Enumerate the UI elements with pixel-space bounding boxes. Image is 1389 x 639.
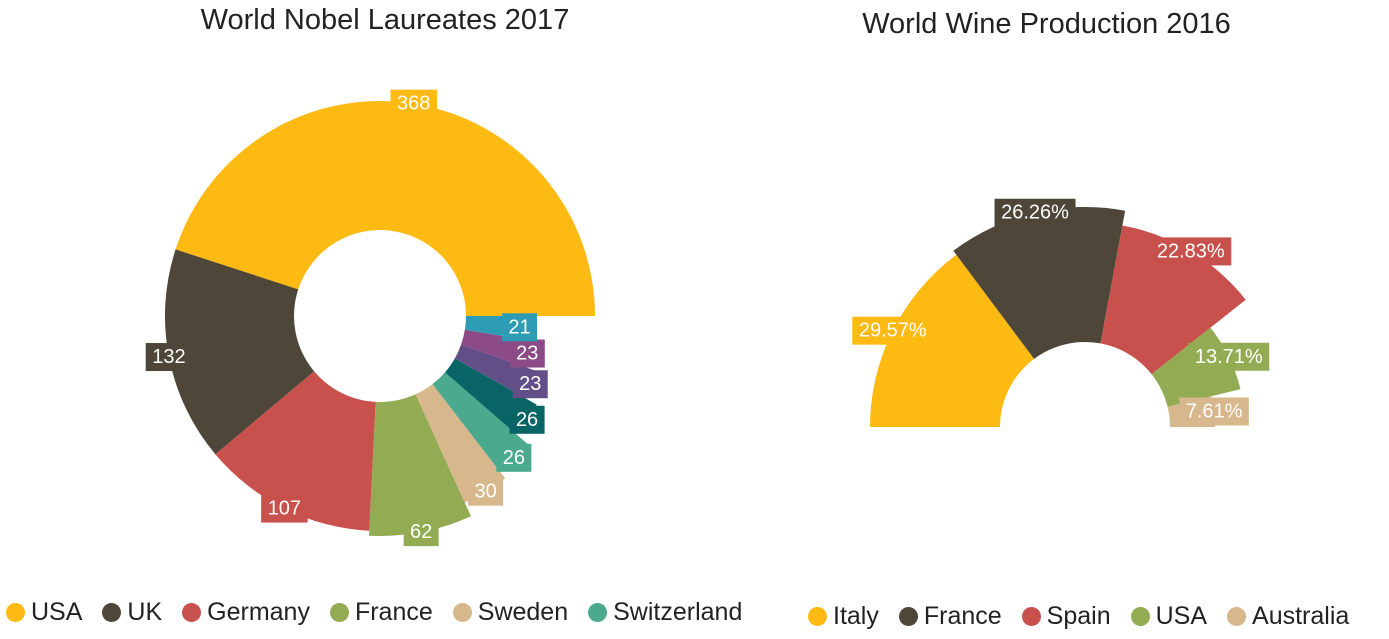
svg-text:26: 26 (503, 447, 525, 469)
data-label-usa: 13.71% (1188, 342, 1270, 371)
legend-item-germany[interactable]: Germany (182, 598, 310, 627)
legend-item-australia[interactable]: Australia (1227, 602, 1349, 631)
data-label-germany: 107 (261, 494, 308, 523)
data-label-netherlands: 23 (509, 339, 545, 368)
chart-title: World Nobel Laureates 2017 (200, 4, 570, 36)
legend-item-france[interactable]: France (898, 602, 1002, 631)
legend-label: UK (127, 598, 163, 626)
data-label-italy: 21 (502, 313, 538, 342)
legend-swatch (102, 603, 122, 622)
data-label-italy: 29.57% (852, 316, 934, 345)
legend-item-uk[interactable]: UK (102, 598, 162, 627)
legend-label: Spain (1046, 602, 1111, 630)
svg-text:107: 107 (268, 498, 301, 520)
legend-label: USA (31, 598, 83, 626)
data-label-usa: 368 (390, 89, 437, 118)
slice-uk[interactable] (165, 249, 315, 455)
chart-title: World Wine Production 2016 (862, 8, 1231, 40)
legend-swatch (452, 603, 472, 622)
data-label-japan: 26 (509, 405, 545, 434)
legend-swatch (182, 603, 202, 622)
legend-item-france[interactable]: France (329, 598, 433, 627)
data-label-switzerland: 26 (496, 443, 532, 472)
slice-italy[interactable] (870, 254, 1035, 427)
svg-text:26: 26 (516, 409, 538, 431)
slice-spain[interactable] (1100, 225, 1246, 375)
legend-swatch (1021, 607, 1041, 626)
legend-item-spain[interactable]: Spain (1021, 602, 1111, 631)
legend-swatch (808, 607, 827, 626)
legend-swatch (1227, 607, 1247, 626)
data-label-uk: 132 (145, 343, 193, 372)
wine-production-chart: World Wine Production 2016 29.57% 26.26% 2… (790, 0, 1389, 639)
svg-text:30: 30 (475, 481, 497, 503)
data-label-spain: 22.83% (1150, 237, 1232, 266)
legend-label: Switzerland (613, 598, 743, 626)
legend-item-sweden[interactable]: Sweden (452, 598, 569, 627)
data-label-france: 26.26% (994, 198, 1076, 227)
svg-text:21: 21 (508, 316, 530, 338)
legend-label: Italy (833, 602, 879, 630)
legend-swatch (329, 603, 349, 622)
nobel-legend: USA UK Germany France Sweden Switzerland (6, 598, 762, 627)
legend-swatch (6, 603, 25, 622)
wine-legend: Italy France Spain USA Australia (808, 602, 1369, 631)
svg-text:368: 368 (397, 93, 430, 115)
svg-text:29.57%: 29.57% (859, 320, 927, 342)
data-label-russia: 23 (512, 370, 548, 399)
legend-label: USA (1155, 602, 1208, 630)
legend-label: Sweden (477, 598, 569, 626)
wine-semi-donut-plot: 29.57% 26.26% 22.83% 13.71% 7.61% (852, 198, 1270, 427)
legend-swatch (898, 607, 918, 626)
slice-france[interactable] (953, 207, 1126, 359)
legend-item-usa[interactable]: USA (6, 598, 82, 627)
legend-swatch (1130, 607, 1150, 626)
slice-france[interactable] (369, 394, 471, 536)
data-label-sweden: 30 (468, 477, 504, 506)
svg-text:132: 132 (152, 346, 185, 368)
nobel-donut-plot: 368 132 107 62 30 26 26 23 23 21 (145, 89, 595, 547)
legend-label: Australia (1252, 602, 1350, 630)
svg-text:22.83%: 22.83% (1157, 240, 1225, 262)
legend-item-switzerland[interactable]: Switzerland (588, 598, 742, 627)
data-label-france: 62 (403, 518, 439, 547)
svg-text:13.71%: 13.71% (1195, 346, 1263, 368)
slice-usa[interactable] (175, 101, 595, 317)
legend-item-usa[interactable]: USA (1130, 602, 1208, 631)
legend-item-italy[interactable]: Italy (808, 602, 879, 631)
legend-swatch (588, 603, 608, 622)
data-label-australia: 7.61% (1179, 397, 1249, 426)
svg-text:23: 23 (516, 343, 538, 365)
slice-sweden[interactable] (415, 384, 506, 503)
svg-text:26.26%: 26.26% (1001, 202, 1069, 224)
legend-label: France (923, 602, 1002, 630)
svg-text:62: 62 (410, 521, 432, 543)
legend-label: Germany (207, 598, 310, 626)
nobel-laureates-chart: World Nobel Laureates 2017 368 132 107 62 30… (6, 4, 762, 627)
svg-text:7.61%: 7.61% (1186, 400, 1243, 422)
svg-text:23: 23 (519, 373, 541, 395)
legend-label: France (354, 598, 433, 626)
slice-germany[interactable] (215, 371, 376, 531)
